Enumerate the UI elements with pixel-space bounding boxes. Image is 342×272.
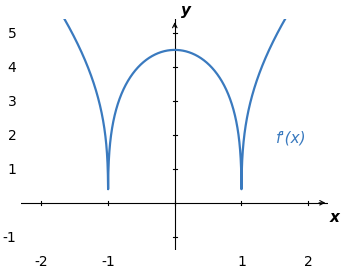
Text: f'(x): f'(x) bbox=[276, 131, 307, 146]
Text: y: y bbox=[182, 3, 192, 18]
Text: x: x bbox=[330, 210, 339, 225]
